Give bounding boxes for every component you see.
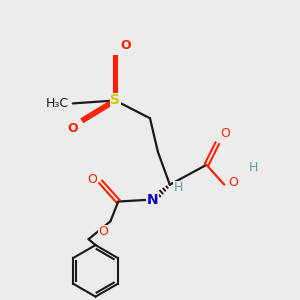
Text: O: O: [67, 122, 78, 135]
Text: H₃C: H₃C: [46, 97, 69, 110]
Text: O: O: [88, 173, 98, 186]
Text: H: H: [174, 181, 183, 194]
Text: O: O: [98, 225, 108, 238]
Text: O: O: [220, 127, 230, 140]
Text: S: S: [110, 94, 120, 107]
Text: O: O: [120, 39, 131, 52]
Text: O: O: [228, 176, 238, 189]
Text: N: N: [147, 193, 159, 206]
Text: H: H: [249, 161, 258, 174]
